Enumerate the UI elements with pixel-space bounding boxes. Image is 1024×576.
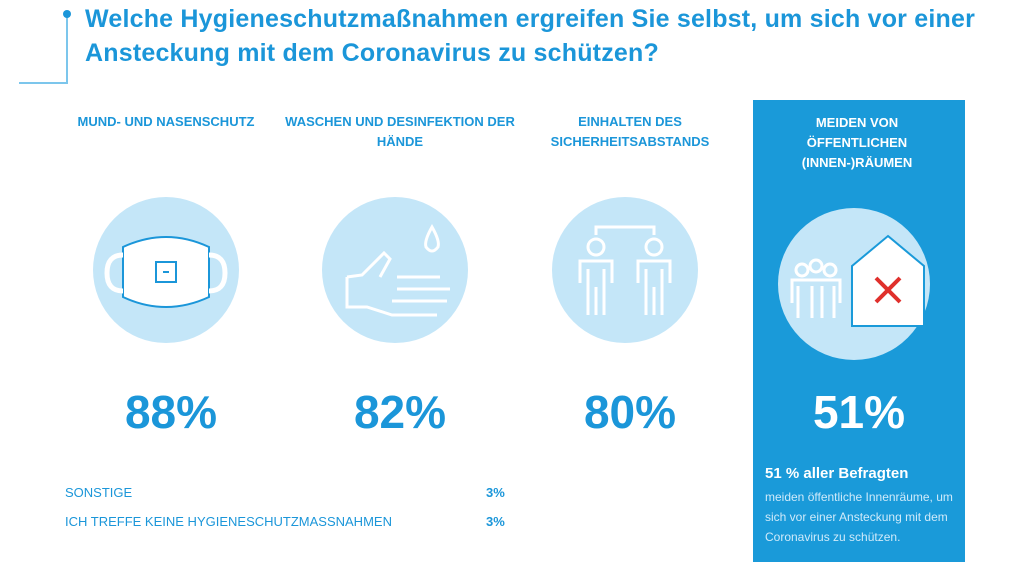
title-connector-line	[19, 82, 68, 84]
other-value: 3%	[486, 485, 505, 500]
other-value: 3%	[486, 514, 505, 529]
highlight-text: meiden öffentliche Innenräume, um sich v…	[765, 490, 953, 544]
percentage-value: 51%	[812, 386, 906, 438]
category-label: MUND- UND NASENSCHUTZ	[77, 114, 255, 129]
hand-drop-icon	[322, 197, 468, 343]
face-mask-icon	[93, 197, 239, 343]
category-label: MEIDEN VON ÖFFENTLICHEN (INNEN-)RÄUMEN	[801, 115, 913, 170]
page-title: Welche Hygieneschutzmaßnahmen ergreifen …	[85, 5, 976, 67]
highlight-headline: 51 % aller Befragten	[765, 465, 909, 482]
category-label: EINHALTEN DES SICHERHEITSABSTANDS	[550, 114, 710, 149]
other-label: ICH TREFFE KEINE HYGIENESCHUTZMASSNAHMEN	[65, 514, 392, 529]
category-label: WASCHEN UND DESINFEKTION DER HÄNDE	[285, 114, 515, 149]
people-house-x-icon	[778, 208, 930, 360]
percentage-value: 88%	[124, 386, 218, 438]
distance-people-icon	[552, 197, 698, 343]
percentage-value: 80%	[583, 386, 677, 438]
percentage-value: 82%	[353, 386, 447, 438]
other-label: SONSTIGE	[65, 485, 133, 500]
title-bullet	[63, 10, 71, 18]
title-connector-line	[66, 12, 68, 84]
